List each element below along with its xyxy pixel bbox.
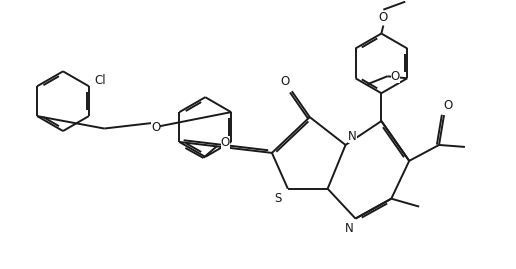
Text: S: S — [274, 192, 282, 205]
Text: O: O — [151, 121, 160, 133]
Text: N: N — [348, 130, 357, 143]
Text: O: O — [443, 99, 453, 112]
Text: O: O — [379, 11, 388, 24]
Text: Cl: Cl — [94, 74, 106, 87]
Text: O: O — [280, 75, 289, 88]
Text: O: O — [391, 70, 400, 83]
Text: O: O — [220, 136, 230, 150]
Text: N: N — [345, 222, 354, 235]
